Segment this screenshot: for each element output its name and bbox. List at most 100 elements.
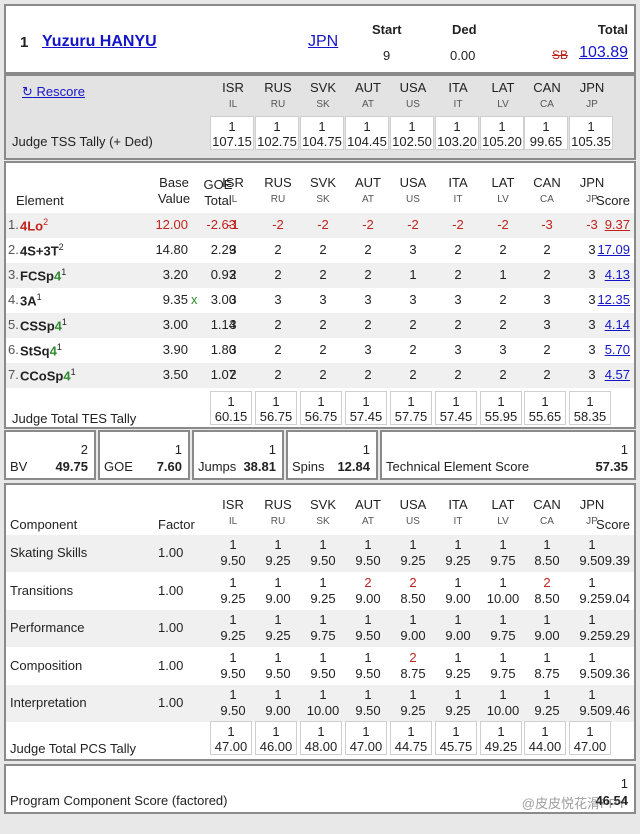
judge-sub-code: US xyxy=(406,516,420,527)
judge-goe-score: 2 xyxy=(364,367,372,382)
judge-sub-code: US xyxy=(406,194,420,205)
judge-component-value: 9.75 xyxy=(490,628,516,644)
tally-rank: 1 xyxy=(407,724,415,739)
tally-cell: 1 102.75 xyxy=(255,116,299,150)
element-score-link[interactable]: 12.35 xyxy=(597,292,630,307)
spins-box: 1 Spins 12.84 xyxy=(286,430,378,480)
tally-value: 104.45 xyxy=(347,134,387,149)
element-level: 4 xyxy=(63,368,71,384)
judge-country-code: LAT xyxy=(491,175,515,190)
judge-component-rank: 1 xyxy=(409,537,417,552)
tally-cell: 1 56.75 xyxy=(255,391,297,425)
judge-goe-score: 3 xyxy=(588,292,596,307)
start-label: Start xyxy=(372,22,402,37)
judge-goe-score: 2 xyxy=(364,242,372,257)
judge-goe-score: 2 xyxy=(364,267,372,282)
judge-goe-score: 2 xyxy=(543,267,551,282)
judge-component-value: 8.75 xyxy=(534,665,560,681)
judge-component-rank: 1 xyxy=(454,612,462,628)
judge-header-aut: AUT AT xyxy=(346,497,390,527)
judge-goe-score: 2 xyxy=(319,267,327,282)
judge-country-code: CAN xyxy=(533,80,561,95)
judge-goe-score: 2 xyxy=(454,367,462,382)
element-score-link[interactable]: 4.14 xyxy=(604,317,630,332)
element-name: 4S+3T2 xyxy=(20,242,64,258)
judge-country-code: AUT xyxy=(355,497,381,512)
component-row: Skating Skills 1.00 1 9.50 1 9.25 1 9.50 1 9.50 1 9… xyxy=(6,535,634,572)
element-base-value: 3.20 xyxy=(162,267,188,282)
judge-component-score: 1 9.50 xyxy=(301,537,345,569)
component-row: Interpretation 1.00 1 9.50 1 9.00 1 10.00 1 9.50 1… xyxy=(6,685,634,723)
judge-sub-code: IT xyxy=(453,99,463,110)
judge-component-score: 1 9.25 xyxy=(436,537,480,569)
judge-sub-code: IL xyxy=(228,516,238,527)
judge-component-rank: 1 xyxy=(364,612,372,628)
judge-header-ita: ITA IT xyxy=(436,80,480,110)
judge-component-score: 1 9.50 xyxy=(211,537,255,569)
judge-component-value: 9.50 xyxy=(310,665,336,681)
tally-rank: 1 xyxy=(586,724,594,739)
rescore-label: Rescore xyxy=(36,84,85,99)
total-score-link[interactable]: 103.89 xyxy=(579,44,628,61)
tally-rank: 1 xyxy=(273,119,281,134)
goe-rank: 1 xyxy=(174,442,182,457)
judge-component-rank: 1 xyxy=(274,612,282,628)
tally-rank: 1 xyxy=(497,724,505,739)
judge-country-code: CAN xyxy=(533,497,561,512)
skater-name-link[interactable]: Yuzuru HANYU xyxy=(42,33,157,50)
element-score-link[interactable]: 17.09 xyxy=(597,242,630,257)
judge-goe-score: 3 xyxy=(454,342,462,357)
judge-sub-code: IT xyxy=(453,194,463,205)
judge-country-code: JPN xyxy=(579,80,605,95)
judge-component-score: 1 8.50 xyxy=(525,537,569,569)
tally-value: 46.00 xyxy=(259,739,293,754)
judge-component-score: 1 9.25 xyxy=(391,687,435,719)
judge-goe-score: 3 xyxy=(409,242,417,257)
judge-goe-score: 2 xyxy=(274,317,282,332)
tally-value: 56.75 xyxy=(304,409,338,424)
judge-component-rank: 1 xyxy=(319,687,327,703)
judge-goe-score: -2 xyxy=(272,217,284,232)
season-best-badge: SB xyxy=(552,48,569,62)
judge-component-value: 9.25 xyxy=(265,553,291,568)
tss-tally-label: Judge TSS Tally (+ Ded) xyxy=(12,134,153,149)
judge-header-jpn: JPN JP xyxy=(570,497,614,527)
element-superscript: 1 xyxy=(61,267,67,277)
judge-component-value: 8.50 xyxy=(534,590,560,606)
judge-country-code: USA xyxy=(399,497,427,512)
tally-cell: 1 103.20 xyxy=(435,116,479,150)
element-level: 4 xyxy=(53,268,62,284)
tally-value: 56.75 xyxy=(259,409,293,424)
element-name: FCSp41 xyxy=(20,267,66,283)
element-superscript: 1 xyxy=(61,317,67,327)
element-score-link[interactable]: 4.57 xyxy=(604,367,630,382)
tes-label: Technical Element Score xyxy=(386,459,530,474)
tally-value: 103.20 xyxy=(437,134,477,149)
judge-header-svk: SVK SK xyxy=(301,497,345,527)
judge-component-value: 9.25 xyxy=(445,665,471,681)
tes-rank: 1 xyxy=(620,442,628,457)
element-base-value: 9.35 xyxy=(162,292,188,307)
element-score-link[interactable]: 5.70 xyxy=(604,342,630,357)
judge-component-value: 9.50 xyxy=(355,665,381,681)
component-row: Composition 1.00 1 9.50 1 9.50 1 9.50 1 9.50 2 8.75… xyxy=(6,648,634,685)
tally-cell: 1 49.25 xyxy=(480,721,522,755)
bv-label: BV xyxy=(10,459,28,474)
element-score-link[interactable]: 9.37 xyxy=(604,217,630,232)
element-code: 4S+3T xyxy=(20,243,59,259)
tally-cell: 1 44.00 xyxy=(524,721,566,755)
element-score-link[interactable]: 4.13 xyxy=(604,267,630,282)
component-factor: 1.00 xyxy=(158,582,184,598)
element-row: 5. CSSp41 3.00 1.14 3 2 2 2 2 2 2 3 3 4.14 xyxy=(6,313,634,338)
judge-goe-score: 2 xyxy=(319,367,327,382)
watermark: @皮皮悦花滑PPY xyxy=(521,796,626,811)
judge-goe-score: 2 xyxy=(409,367,417,382)
judge-header-jpn: JPN JP xyxy=(570,175,614,205)
element-base-value: 3.50 xyxy=(162,367,188,382)
nation-link[interactable]: JPN xyxy=(308,33,339,50)
judge-component-value: 9.00 xyxy=(445,590,471,606)
judge-component-score: 1 9.50 xyxy=(570,650,614,682)
judge-sub-code: RU xyxy=(270,194,286,205)
rescore-link[interactable]: ↻ Rescore xyxy=(22,84,85,100)
element-row: 7. CCoSp41 3.50 1.07 2 2 2 2 2 2 2 2 3 4.57 xyxy=(6,363,634,388)
